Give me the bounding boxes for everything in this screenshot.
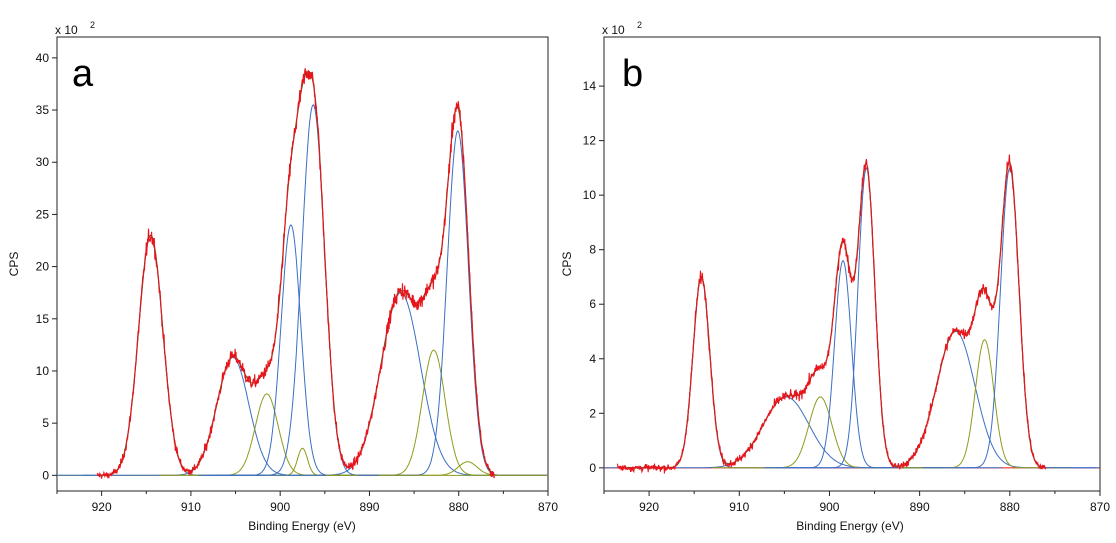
raw-spectrum-a [96,68,495,479]
x-tick-label-b: 920 [639,500,659,514]
component-peak-a-8 [357,130,548,476]
x-tick-label-a: 910 [181,500,201,514]
plot-area-b [603,36,1101,492]
y-tick-label-b: 0 [589,461,596,475]
component-peak-b-3 [763,259,922,469]
series-a [57,68,548,479]
x-tick-label-b: 890 [910,500,930,514]
component-peak-b-4 [787,166,945,469]
y-tick-label-a: 15 [36,312,50,326]
xticks-a: 920 910 900 890 880 870 [56,491,558,514]
component-peak-a-6 [215,292,548,476]
x-axis-label-a: Binding Energy (eV) [248,519,355,533]
plot-area-a [56,36,549,492]
y-tick-label-b: 2 [589,406,596,420]
y-tick-label-a: 0 [42,468,49,482]
panel-label-b: b [622,53,643,95]
x-tick-label-a: 900 [270,500,290,514]
y-tick-label-a: 10 [36,364,50,378]
component-peak-b-1 [604,396,1002,469]
y-multiplier-exp-a: 2 [90,20,95,30]
x-tick-label-b: 900 [819,500,839,514]
series-b [604,154,1100,474]
y-tick-label-a: 20 [36,260,50,274]
x-tick-label-a: 920 [92,500,112,514]
x-tick-label-a: 890 [359,500,379,514]
raw-spectrum-b [616,154,1047,474]
y-tick-label-b: 6 [589,297,596,311]
y-tick-label-b: 14 [583,79,597,93]
component-peak-b-6 [898,339,1071,469]
y-tick-label-a: 25 [36,207,50,221]
component-peak-a-5 [206,103,420,476]
x-axis-label-b: Binding Energy (eV) [796,519,903,533]
y-tick-label-b: 10 [583,188,597,202]
component-peak-a-3 [198,224,383,476]
x-tick-label-b: 870 [1090,500,1110,514]
x-tick-label-a: 870 [538,500,558,514]
yticks-b: 0 2 4 6 8 10 12 14 [583,79,604,475]
x-tick-label-a: 880 [449,500,469,514]
y-tick-label-b: 12 [583,134,597,148]
y-multiplier-b: x 10 [602,23,625,37]
panel-label-a: a [72,53,94,95]
y-tick-label-a: 35 [36,103,50,117]
y-tick-label-a: 40 [36,51,50,65]
yticks-a: 0 5 10 15 20 25 30 35 40 [36,51,57,482]
y-multiplier-exp-b: 2 [637,20,642,30]
y-tick-label-b: 8 [589,243,596,257]
xticks-b: 920 910 900 890 880 870 [603,491,1110,514]
y-tick-label-a: 5 [42,416,49,430]
y-tick-label-b: 4 [589,352,596,366]
x-tick-label-b: 880 [1000,500,1020,514]
x-tick-label-b: 910 [729,500,749,514]
y-tick-label-a: 30 [36,155,50,169]
component-peak-a-9 [378,461,548,476]
y-axis-label-b: CPS [560,252,574,277]
y-axis-label-a: CPS [7,252,21,277]
component-peak-a-1 [82,356,382,476]
y-multiplier-a: x 10 [55,23,78,37]
chart-panel-a: 920 910 900 890 880 870 0 5 10 15 20 25 30 35 40 a x … [7,20,558,533]
component-peak-b-7 [923,166,1096,469]
